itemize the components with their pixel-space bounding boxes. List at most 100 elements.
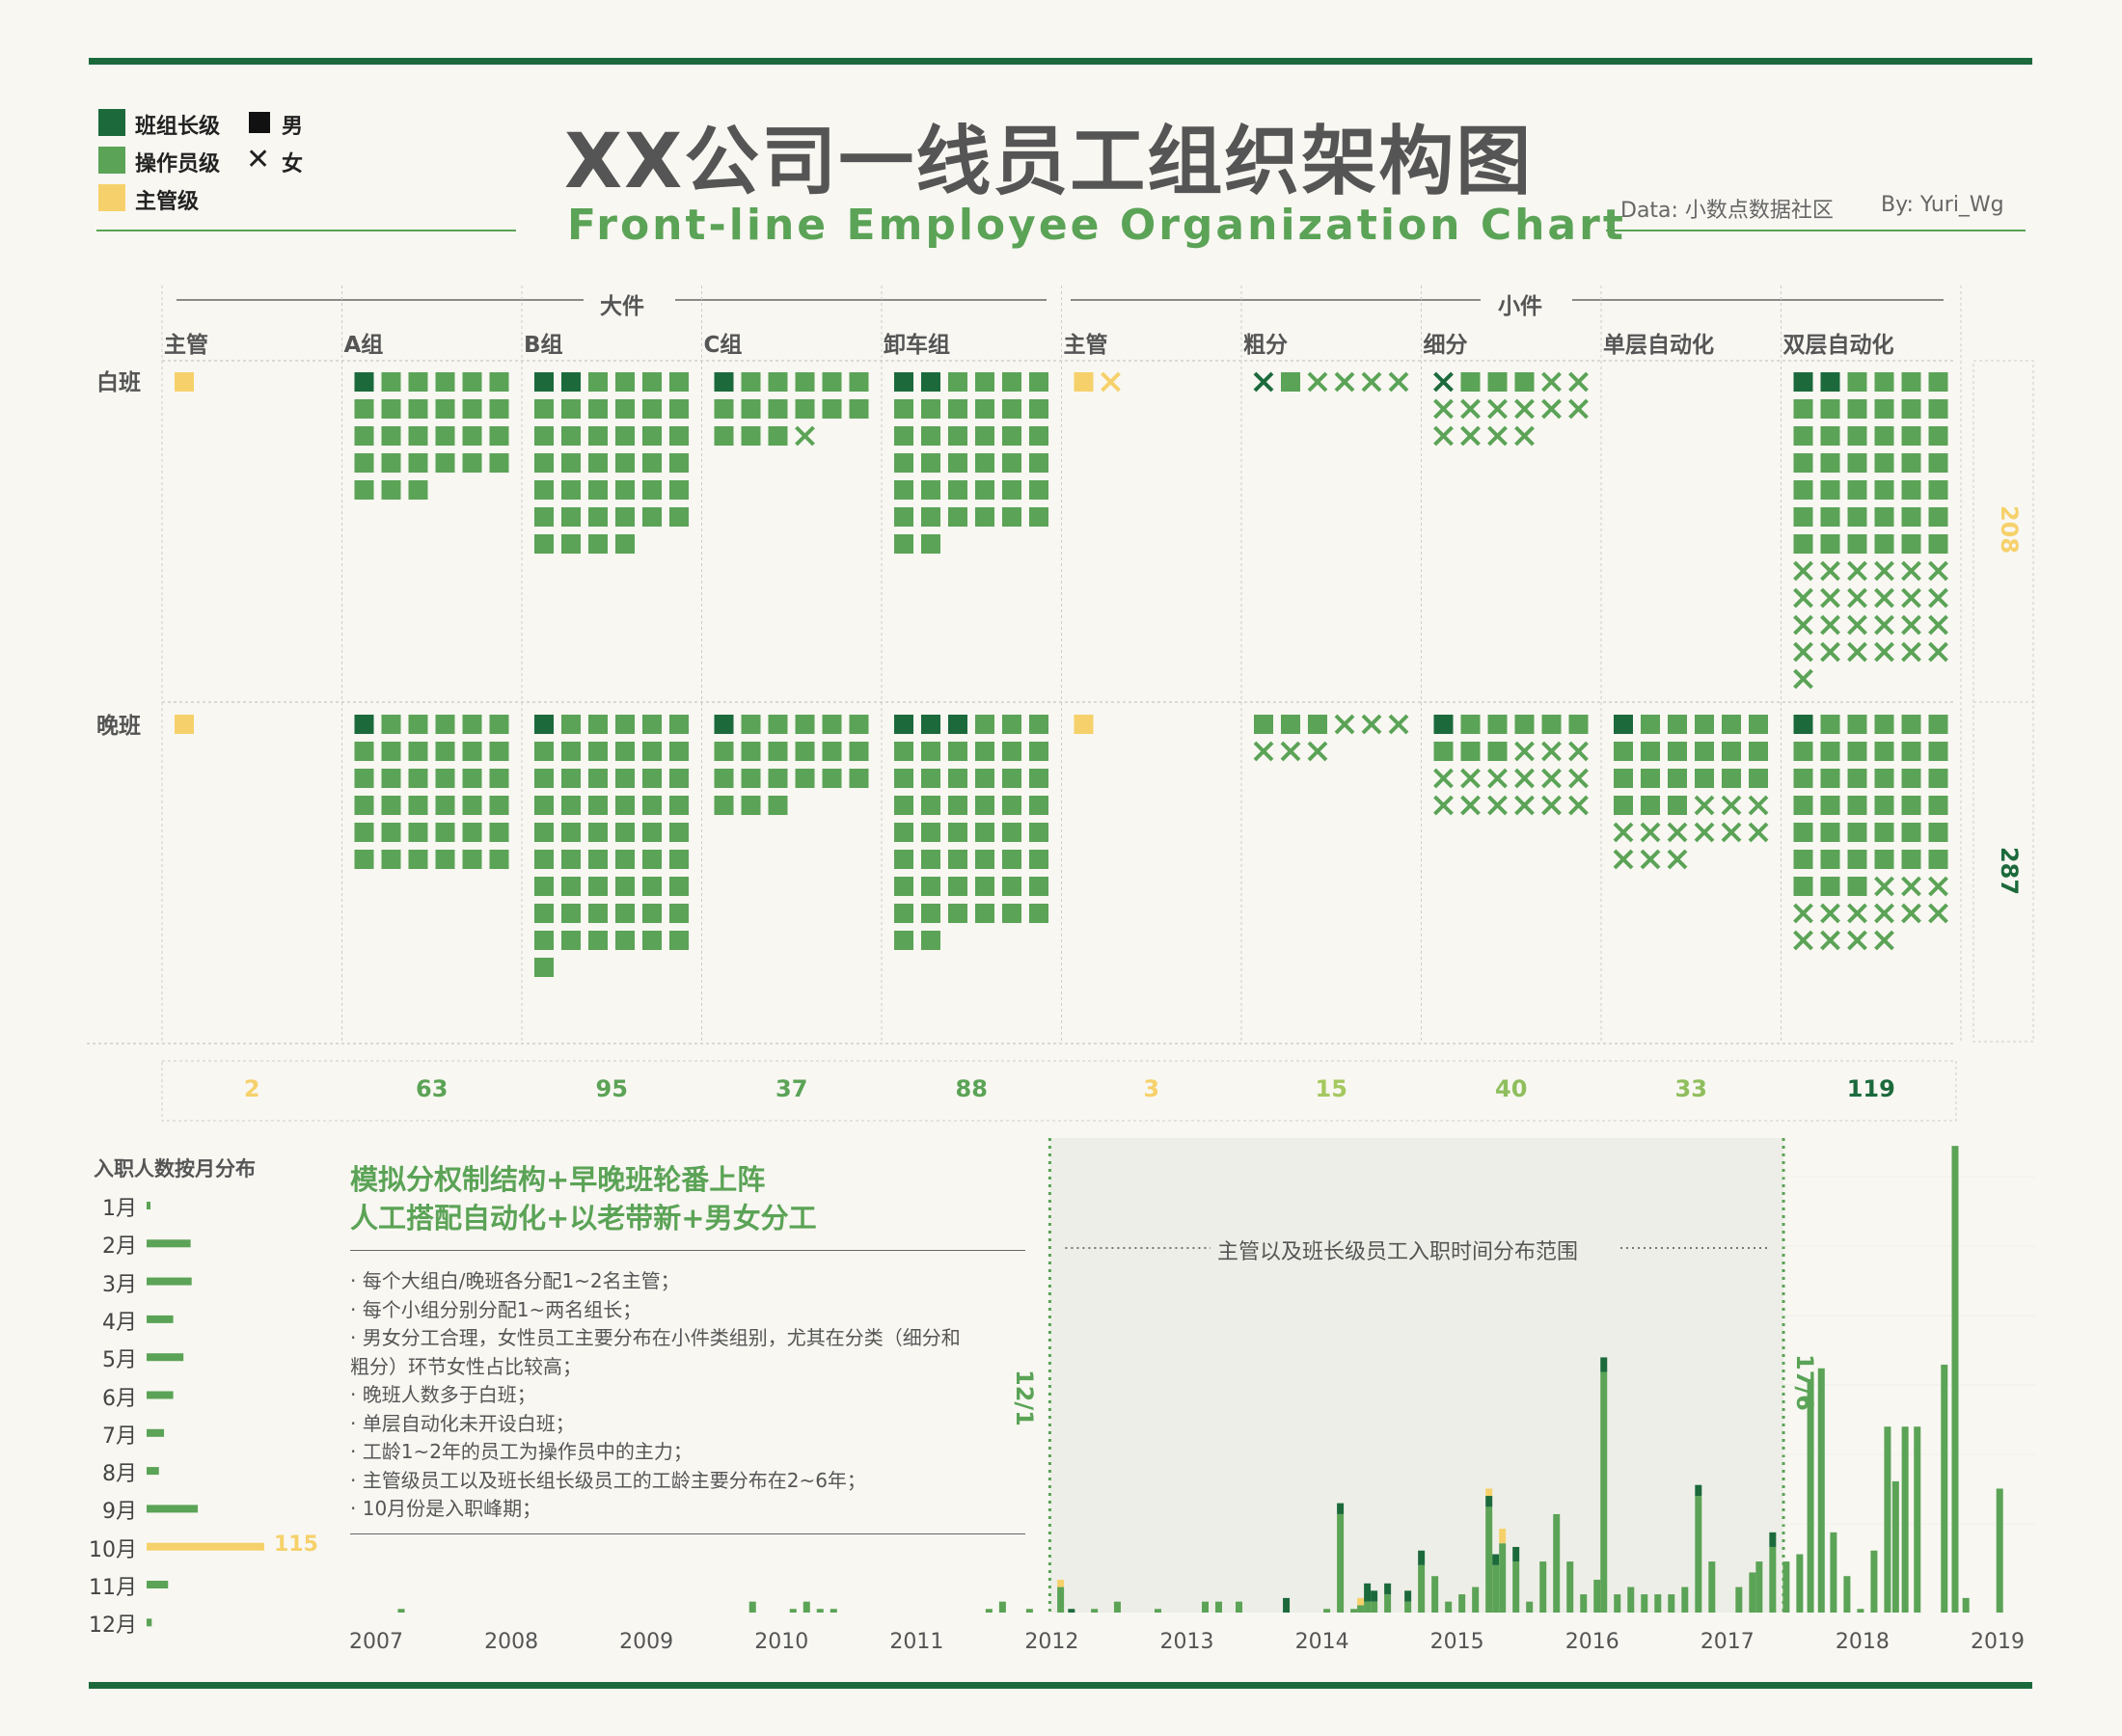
timeline-bar-segment	[1870, 1550, 1878, 1613]
waffle-unit-male	[354, 715, 374, 734]
waffle-unit-male	[1254, 715, 1273, 734]
waffle-unit-male	[948, 877, 967, 896]
waffle-unit-female	[1541, 398, 1562, 420]
waffle-cross-stroke	[795, 425, 815, 447]
waffle-unit-male	[462, 399, 482, 419]
waffle-unit-female	[1388, 714, 1409, 735]
note-line: · 工龄1~2年的员工为操作员中的主力；	[350, 1440, 693, 1463]
shift-day-label: 白班	[96, 370, 141, 395]
waffle-unit-male	[1029, 480, 1048, 500]
waffle-unit-male	[561, 372, 581, 392]
waffle-unit-male	[615, 931, 635, 950]
category-label: 主管	[164, 333, 208, 358]
waffle-unit-male	[1874, 399, 1894, 419]
waffle-unit-male	[795, 372, 815, 392]
bottom-rule	[89, 1682, 2032, 1689]
waffle-unit-male	[669, 480, 689, 500]
waffle-unit-male	[489, 796, 509, 815]
timeline-bar-segment	[1485, 1488, 1493, 1497]
waffle-unit-female	[1694, 795, 1715, 816]
waffle-unit-female	[1748, 795, 1769, 816]
timeline-bar-segment	[1418, 1550, 1426, 1565]
waffle-unit-male	[381, 426, 401, 446]
waffle-unit-male	[381, 850, 401, 869]
waffle-unit-male	[534, 796, 554, 815]
waffle-unit-female	[1334, 371, 1355, 393]
waffle-unit-female	[1847, 903, 1867, 924]
timeline-bar-segment	[1364, 1601, 1372, 1613]
waffle-unit-male	[849, 742, 869, 761]
waffle-unit-male	[948, 769, 967, 788]
note-line: · 每个大组白/晚班各分配1~2名主管；	[350, 1269, 680, 1292]
waffle-unit-female	[1901, 641, 1921, 663]
notes-divider-top	[350, 1250, 1025, 1251]
waffle-unit-female	[1253, 371, 1274, 393]
waffle-unit-female	[1667, 849, 1688, 870]
waffle-unit-male	[1614, 742, 1633, 761]
waffle-unit-female	[1460, 768, 1481, 789]
waffle-unit-female	[1487, 795, 1508, 816]
waffle-unit-male	[768, 796, 788, 815]
waffle-unit-female	[1253, 741, 1274, 762]
timeline-bar-segment	[1796, 1554, 1804, 1613]
waffle-unit-male	[921, 399, 940, 419]
waffle-unit-male	[1002, 426, 1021, 446]
waffle-unit-male	[1793, 796, 1813, 815]
waffle-unit-male	[615, 426, 635, 446]
waffle-unit-male	[462, 796, 482, 815]
month-bar	[147, 1239, 191, 1248]
category-label: 主管	[1063, 333, 1108, 358]
waffle-unit-female	[1820, 903, 1840, 924]
org-chart	[87, 285, 2034, 1122]
waffle-unit-male	[462, 850, 482, 869]
year-label: 2019	[1970, 1630, 2025, 1654]
waffle-unit-male	[921, 904, 940, 923]
timeline-bar-segment	[1350, 1609, 1358, 1613]
waffle-unit-female	[1874, 930, 1894, 951]
waffle-unit-male	[1874, 372, 1894, 392]
waffle-unit-male	[561, 534, 581, 554]
waffle-cross-stroke	[1793, 903, 1813, 924]
waffle-unit-male	[588, 769, 608, 788]
waffle-cross-stroke	[1514, 795, 1535, 816]
waffle-unit-male	[1668, 715, 1687, 734]
waffle-unit-male	[921, 742, 940, 761]
waffle-cross-stroke	[1694, 822, 1715, 843]
shift-night-total: 287	[1996, 846, 2024, 896]
waffle-unit-male	[921, 715, 940, 734]
waffle-cross-stroke	[1820, 560, 1840, 582]
waffle-unit-male	[1002, 715, 1021, 734]
waffle-unit-female	[1460, 425, 1481, 447]
waffle-unit-male	[642, 399, 662, 419]
waffle-unit-male	[408, 769, 428, 788]
waffle-unit-male	[588, 877, 608, 896]
waffle-unit-female	[1901, 587, 1921, 609]
waffle-cross-stroke	[1568, 768, 1589, 789]
waffle-unit-male	[408, 850, 428, 869]
waffle-unit-female	[1433, 425, 1454, 447]
waffle-unit-female	[1307, 371, 1328, 393]
waffle-unit-male	[1695, 715, 1714, 734]
year-label: 2012	[1024, 1630, 1079, 1654]
waffle-unit-male	[795, 742, 815, 761]
waffle-unit-male	[741, 715, 761, 734]
waffle-unit-female	[1928, 560, 1948, 582]
waffle-unit-male	[1847, 399, 1867, 419]
waffle-unit-male	[588, 823, 608, 842]
waffle-unit-male	[561, 742, 581, 761]
waffle-unit-male	[1002, 372, 1021, 392]
waffle-unit-male	[741, 372, 761, 392]
waffle-cross-stroke	[1748, 822, 1769, 843]
waffle-unit-male	[1928, 480, 1948, 500]
waffle-unit-female	[1541, 795, 1562, 816]
waffle-cross-stroke	[1460, 398, 1481, 420]
waffle-cross-stroke	[1901, 641, 1921, 663]
waffle-unit-male	[1928, 372, 1948, 392]
category-total: 3	[1143, 1075, 1160, 1102]
month-bar	[147, 1428, 165, 1437]
waffle-unit-male	[1928, 769, 1948, 788]
waffle-unit-male	[822, 769, 842, 788]
waffle-unit-male	[948, 823, 967, 842]
timeline-bar-segment	[816, 1609, 824, 1613]
waffle-unit-male	[948, 715, 967, 734]
